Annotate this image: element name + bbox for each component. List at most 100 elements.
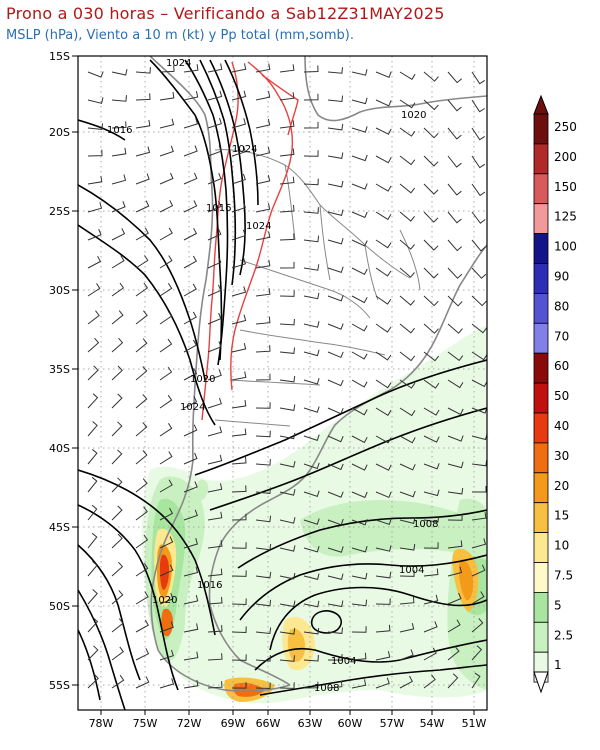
wind-barb xyxy=(303,378,320,385)
wind-barb xyxy=(111,147,127,157)
colorbar-swatch xyxy=(533,472,549,504)
lon-label: 72W xyxy=(177,717,202,730)
wind-barb xyxy=(375,491,392,499)
wind-barb xyxy=(159,394,173,409)
wind-barb xyxy=(87,673,99,689)
colorbar-swatch xyxy=(533,322,549,354)
wind-barb xyxy=(279,92,295,101)
wind-barb xyxy=(423,211,439,223)
wind-barb xyxy=(303,93,319,101)
wind-barb xyxy=(207,454,223,465)
wind-barb xyxy=(447,211,462,224)
isobar-label: 1020 xyxy=(152,595,177,606)
colorbar-swatch xyxy=(533,263,549,294)
wind-barb xyxy=(471,645,483,661)
isobar-label: 1008 xyxy=(413,519,438,530)
wind-barb xyxy=(135,534,149,549)
wind-barb xyxy=(279,489,296,496)
wind-barb xyxy=(447,673,459,689)
wind-barb xyxy=(87,283,101,297)
wind-barb xyxy=(207,511,223,521)
wind-barb xyxy=(255,203,271,213)
wind-barb xyxy=(375,407,392,416)
wind-barb xyxy=(231,626,247,634)
wind-barb xyxy=(327,180,344,188)
colorbar-label: 20 xyxy=(554,479,569,493)
colorbar-swatch xyxy=(533,412,549,444)
wind-barb xyxy=(255,571,272,579)
wind-barb xyxy=(87,71,104,78)
wind-barb xyxy=(303,627,320,635)
wind-barb xyxy=(375,518,392,526)
wind-barb xyxy=(279,655,295,662)
wind-barb xyxy=(87,365,99,381)
wind-barb xyxy=(471,323,487,334)
wind-barb xyxy=(399,127,416,137)
isobar-label: 1016 xyxy=(206,203,231,214)
wind-barb xyxy=(303,681,319,689)
wind-barb xyxy=(231,485,247,493)
isobar-labels: 1024 1016 1020 1024 1016 1024 1020 1024 … xyxy=(107,58,438,694)
wind-barb xyxy=(183,481,198,493)
wind-barb xyxy=(447,351,464,362)
wind-barb xyxy=(399,435,416,444)
colorbar-swatch xyxy=(533,621,549,653)
wind-barb xyxy=(159,172,174,185)
colorbar-swatch xyxy=(533,292,549,324)
wind-barb xyxy=(159,451,173,465)
colorbar-label: 50 xyxy=(554,389,569,403)
colorbar-label: 5 xyxy=(554,598,562,612)
wind-barb xyxy=(87,449,98,465)
wind-barb xyxy=(351,154,368,162)
wind-barb xyxy=(399,463,416,471)
wind-barb xyxy=(375,211,392,221)
wind-barb xyxy=(423,71,439,82)
wind-barb xyxy=(447,435,464,442)
wind-barb xyxy=(159,507,174,521)
wind-barb xyxy=(327,379,344,387)
isobar-label: 1004 xyxy=(331,656,356,667)
wind-barb xyxy=(279,318,295,326)
wind-barb xyxy=(231,399,247,409)
wind-barb xyxy=(279,404,296,411)
wind-barb xyxy=(327,573,344,581)
wind-barb xyxy=(399,239,415,250)
wind-barb xyxy=(135,282,149,297)
wind-barb xyxy=(279,64,295,73)
wind-barb xyxy=(375,598,391,605)
wind-barb xyxy=(327,435,344,443)
wind-barb xyxy=(279,375,296,383)
wind-barb xyxy=(327,351,344,359)
isobar-label: 1020 xyxy=(401,110,426,121)
wind-barb xyxy=(351,626,367,633)
wind-barb xyxy=(159,366,173,381)
wind-barb xyxy=(135,422,148,437)
lon-label: 63W xyxy=(298,717,323,730)
isobar-label: 1004 xyxy=(399,565,424,576)
wind-barb xyxy=(255,231,271,241)
wind-barb xyxy=(279,517,296,524)
wind-barb xyxy=(159,621,174,633)
wind-barb xyxy=(399,407,416,417)
wind-barb xyxy=(447,323,463,334)
wind-barb xyxy=(423,647,437,661)
colorbar-bottom-arrow xyxy=(533,671,549,694)
colorbar-label: 200 xyxy=(554,150,577,164)
wind-barb xyxy=(159,200,174,213)
wind-barb xyxy=(183,651,199,661)
wind-barb xyxy=(255,91,271,101)
wind-barb xyxy=(183,396,198,409)
wind-barb xyxy=(183,118,199,129)
wind-barb xyxy=(375,379,392,389)
wind-barb xyxy=(399,379,416,389)
wind-barb xyxy=(111,121,127,129)
lon-label: 78W xyxy=(89,717,114,730)
wind-barb xyxy=(447,592,462,605)
wind-barb xyxy=(303,518,320,525)
wind-barb xyxy=(399,675,413,689)
wind-barb xyxy=(183,367,198,381)
wind-barb xyxy=(351,679,367,689)
wind-barb xyxy=(351,183,368,190)
wind-barb xyxy=(447,407,464,416)
colorbar-label: 125 xyxy=(554,210,577,224)
